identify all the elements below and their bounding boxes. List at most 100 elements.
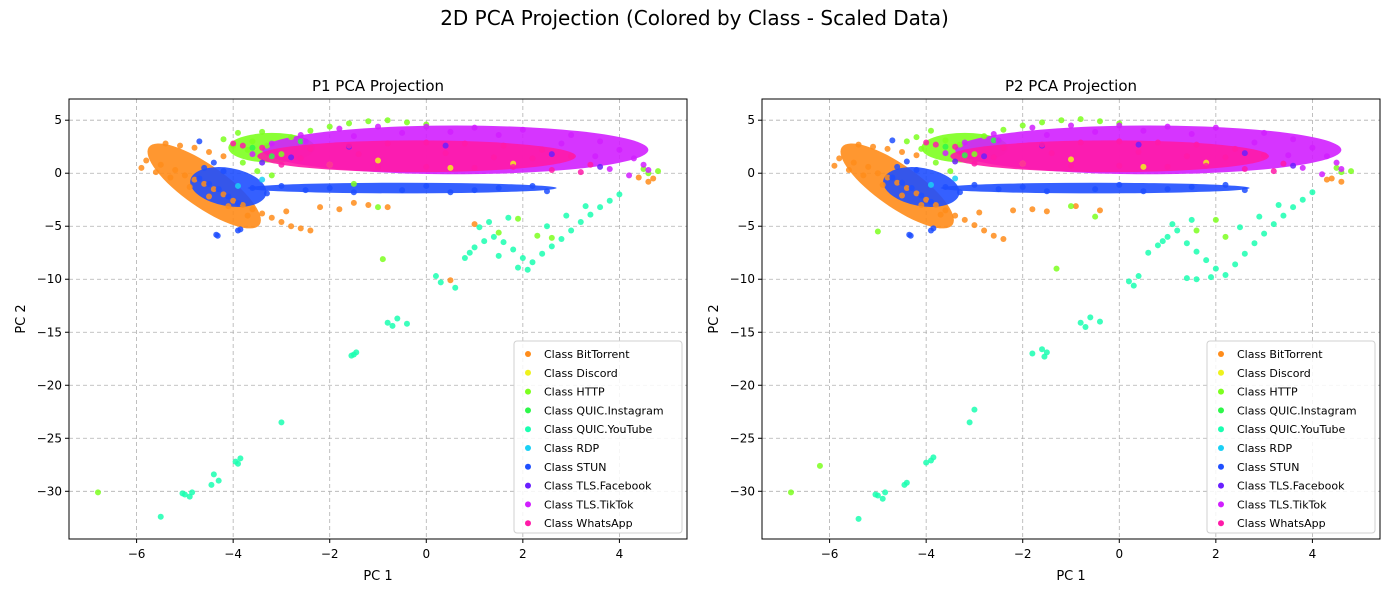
scatter-point — [1338, 165, 1345, 172]
scatter-point — [952, 158, 959, 165]
scatter-point — [1261, 129, 1268, 136]
scatter-point — [172, 167, 179, 174]
scatter-point — [447, 128, 454, 135]
scatter-point — [831, 162, 838, 169]
scatter-point — [206, 193, 213, 200]
scatter-point — [901, 481, 908, 488]
dense-bands — [840, 125, 1342, 229]
scatter-point — [1159, 238, 1166, 245]
scatter-point — [918, 202, 925, 209]
scatter-point — [635, 174, 642, 181]
scatter-point — [505, 214, 512, 221]
scatter-point — [923, 459, 930, 466]
scatter-point — [350, 133, 357, 140]
scatter-point — [952, 143, 959, 150]
scatter-point — [259, 144, 266, 151]
y-axis-label: PC 2 — [707, 304, 722, 333]
scatter-point — [971, 181, 978, 188]
scatter-point — [870, 143, 877, 150]
scatter-point — [548, 167, 555, 174]
scatter-point — [1125, 278, 1132, 285]
scatter-plot-p1: P1 PCA Projection−6 −4 −2 0 2 450−5−10−15−20−… — [14, 77, 688, 584]
scatter-point — [278, 218, 285, 225]
scatter-point — [927, 198, 934, 205]
series-stun — [889, 137, 1248, 239]
series-tls-tiktok — [942, 122, 1345, 178]
scatter-point — [932, 202, 939, 209]
legend-entry: Class QUIC.YouTube — [544, 423, 653, 436]
scatter-point — [645, 178, 652, 185]
scatter-point — [1323, 153, 1330, 160]
scatter-point — [189, 489, 196, 496]
scatter-point — [1039, 346, 1046, 353]
x-tick-label: 4 — [1309, 547, 1317, 561]
scatter-point — [855, 141, 862, 148]
scatter-point — [1092, 213, 1099, 220]
scatter-point — [655, 168, 662, 175]
scatter-point — [1183, 153, 1190, 160]
scatter-point — [375, 123, 381, 130]
scatter-point — [913, 167, 920, 174]
scatter-point — [1000, 144, 1007, 151]
density-band — [257, 140, 576, 173]
x-axis-label: PC 1 — [363, 569, 392, 584]
scatter-point — [534, 232, 541, 239]
legend-box — [1206, 340, 1376, 534]
scatter-point — [225, 193, 232, 200]
scatter-point — [1203, 162, 1210, 169]
scatter-point — [442, 142, 449, 149]
legend-marker — [525, 520, 531, 527]
y-axis-label: PC 2 — [14, 304, 29, 333]
scatter-point — [297, 225, 304, 232]
scatter-point — [1183, 275, 1190, 282]
scatter-point — [1333, 164, 1340, 171]
scatter-point — [1241, 165, 1248, 172]
scatter-point — [1222, 181, 1229, 188]
scatter-point — [1053, 265, 1060, 272]
scatter-point — [384, 117, 391, 124]
scatter-point — [582, 203, 589, 210]
scatter-point — [206, 149, 213, 156]
legend-marker — [1218, 463, 1224, 470]
scatter-point — [1241, 187, 1248, 194]
scatter-point — [307, 227, 314, 234]
scatter-point — [1212, 216, 1219, 223]
scatter-point — [597, 163, 604, 170]
scatter-point — [278, 151, 285, 158]
y-tick-label: 5 — [747, 113, 755, 127]
scatter-point — [461, 255, 468, 262]
y-tick-label: −20 — [730, 378, 755, 392]
scatter-point — [932, 141, 939, 148]
scatter-point — [1154, 242, 1161, 249]
scatter-point — [1043, 188, 1050, 195]
scatter-point — [191, 176, 198, 183]
dense-bands — [147, 125, 649, 229]
scatter-point — [1048, 150, 1055, 157]
scatter-point — [1299, 196, 1306, 203]
scatter-point — [1164, 163, 1171, 170]
scatter-point — [239, 142, 246, 149]
scatter-point — [918, 192, 925, 199]
scatter-point — [1236, 224, 1243, 231]
y-tick-label: −25 — [37, 431, 62, 445]
scatter-point — [971, 151, 978, 158]
scatter-point — [1087, 314, 1094, 321]
legend-marker — [525, 369, 531, 376]
scatter-point — [981, 153, 988, 160]
scatter-point — [181, 172, 188, 179]
scatter-point — [249, 185, 256, 192]
series-quic-youtube — [855, 189, 1316, 522]
scatter-point — [927, 181, 934, 188]
scatter-point — [399, 129, 406, 136]
scatter-point — [379, 256, 386, 263]
legend-entry: Class STUN — [1237, 461, 1299, 474]
scatter-point — [650, 175, 657, 182]
scatter-point — [346, 142, 353, 149]
scatter-point — [1348, 168, 1355, 175]
scatter-point — [1290, 136, 1297, 143]
scatter-point — [966, 419, 973, 426]
scatter-point — [956, 189, 963, 196]
scatter-point — [317, 204, 324, 211]
scatter-point — [850, 159, 857, 166]
legend-marker — [525, 501, 531, 508]
